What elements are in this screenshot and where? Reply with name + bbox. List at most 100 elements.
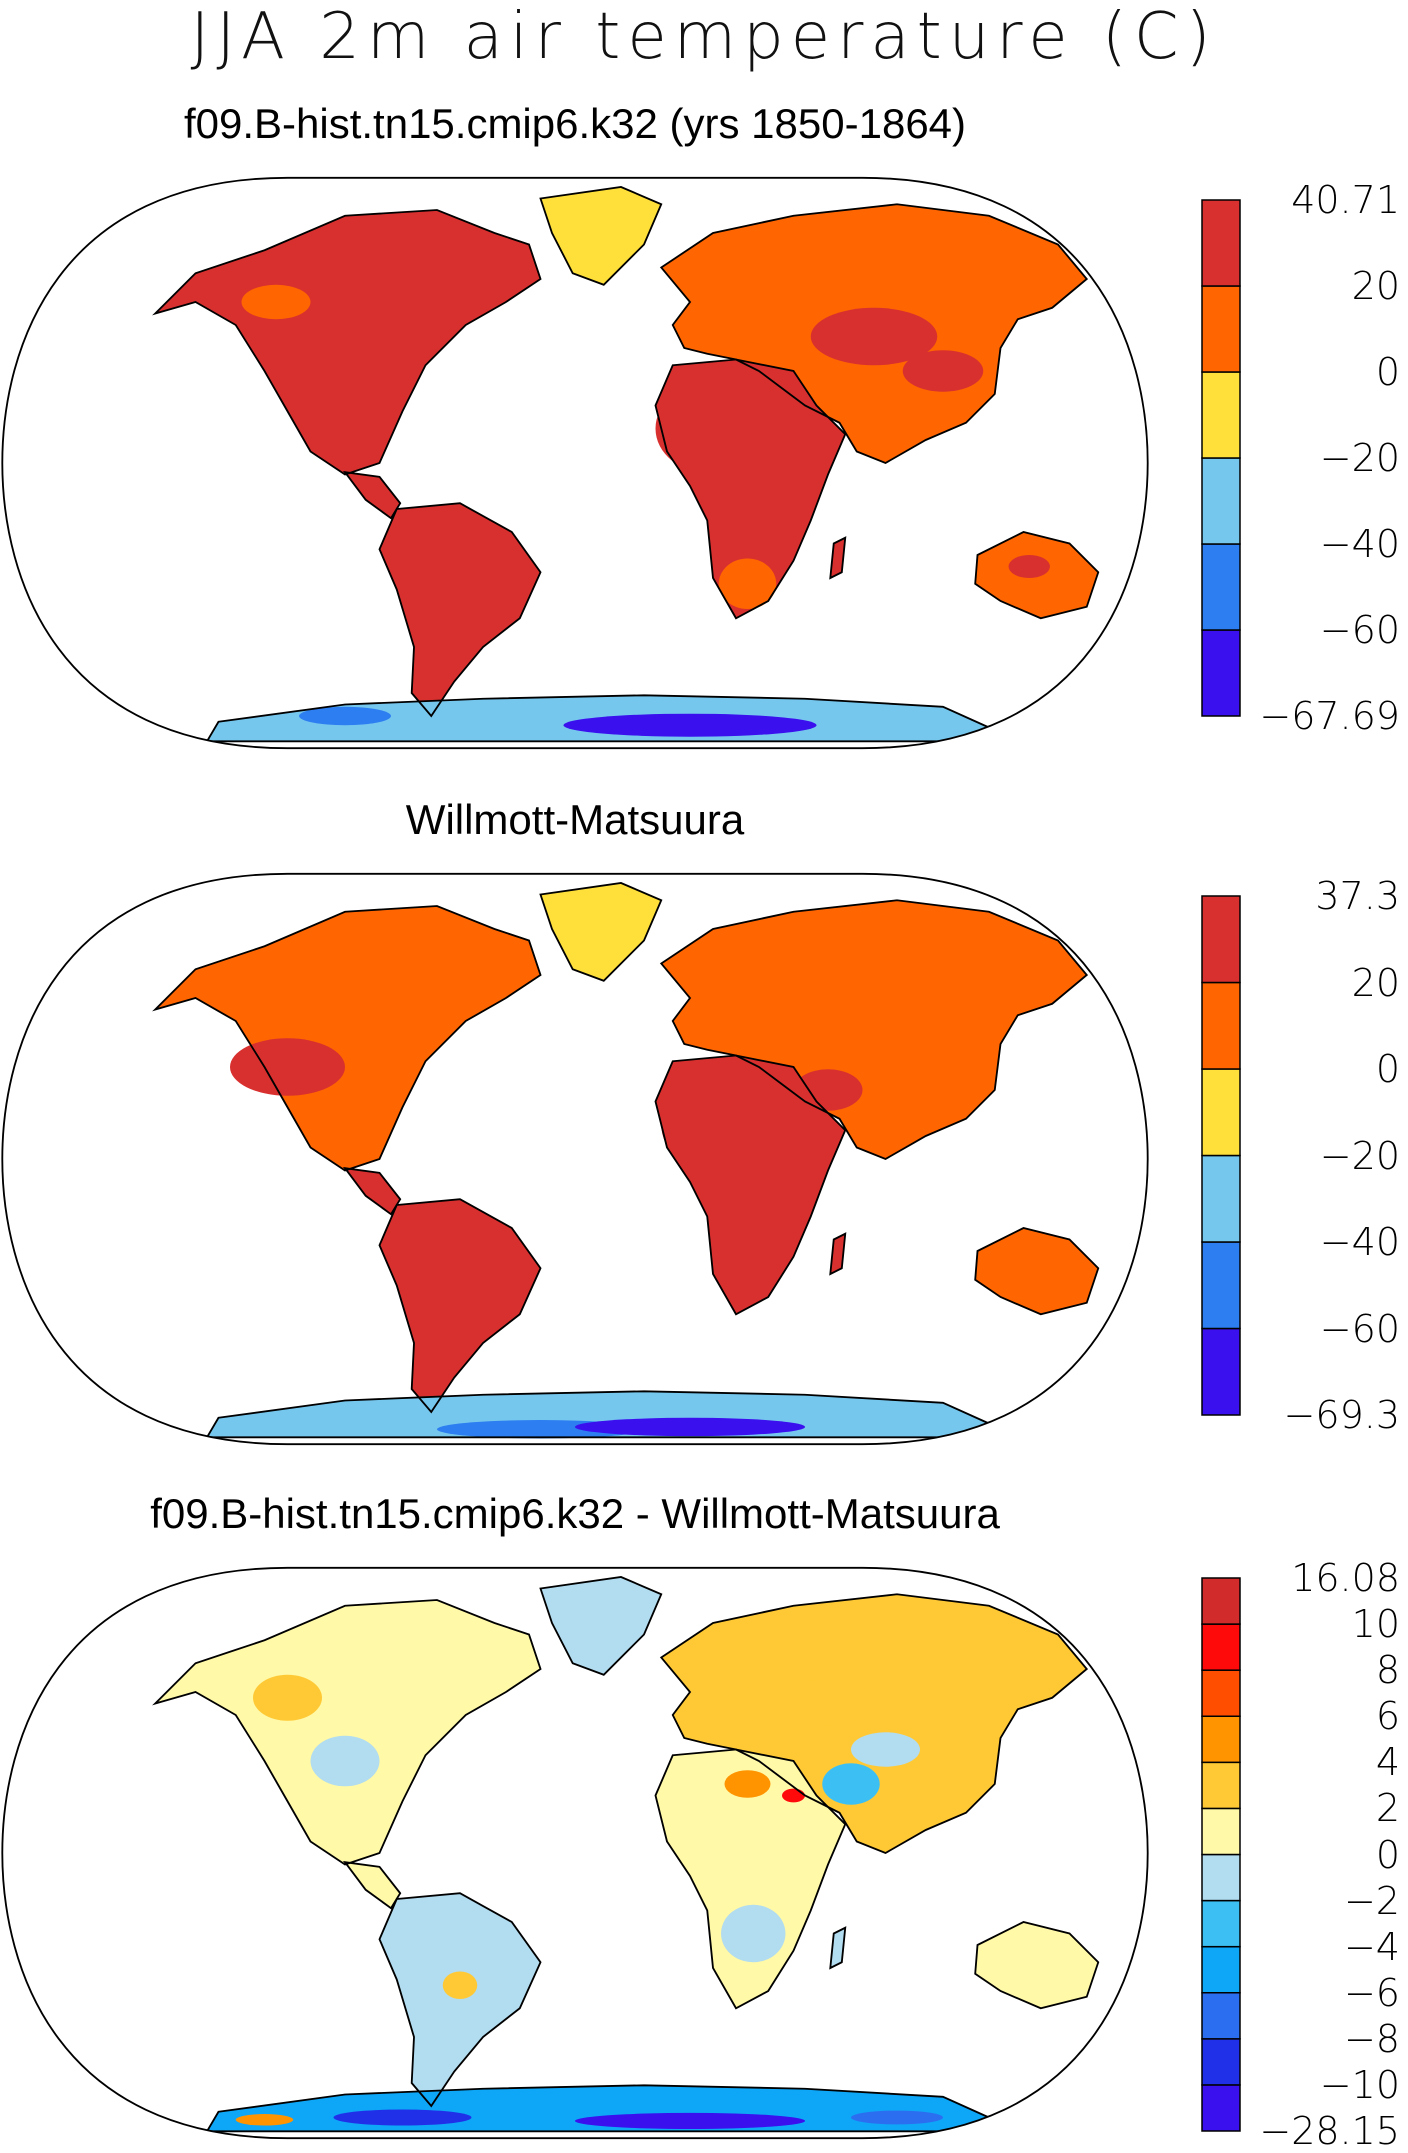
colorbar-label: 16.08	[1291, 1556, 1400, 1600]
colorbar-swatch	[1201, 543, 1241, 631]
colorbar-label: −28.15	[1259, 2109, 1400, 2153]
field-patch	[442, 1971, 478, 2000]
field-patch	[439, 1916, 504, 1974]
colorbar-swatch	[1201, 285, 1241, 373]
colorbar-label: 0	[1375, 350, 1400, 394]
colorbar-swatch	[1201, 2038, 1241, 2086]
field-patch	[724, 1680, 886, 1727]
colorbar-label: 8	[1375, 1648, 1400, 1693]
coastline-southAmerica	[378, 1892, 542, 2108]
field-patch	[661, 1078, 765, 1171]
colorbar-label: 40.71	[1291, 178, 1400, 222]
field-patch	[851, 2110, 943, 2125]
colorbar-swatch	[1201, 895, 1241, 984]
colorbar-swatch	[1201, 1577, 1241, 1625]
field-patch	[333, 2109, 472, 2126]
field-patch	[730, 1205, 788, 1274]
colorbar-label: 20	[1351, 960, 1400, 1005]
colorbar-swatch	[1201, 629, 1241, 717]
land-europeAsia	[661, 1594, 1087, 1853]
land-centralAmerica	[345, 472, 401, 519]
colorbar-label: 0	[1375, 1832, 1400, 1877]
colorbar-swatch	[1201, 1853, 1241, 1902]
colorbar-swatch	[1201, 1992, 1241, 2040]
land-northAmerica	[155, 1600, 541, 1865]
field-patch	[678, 1821, 748, 1873]
field-patch	[563, 713, 817, 737]
field-patch	[994, 1950, 1076, 1997]
map-border	[1, 176, 1149, 750]
field-patch	[721, 1904, 786, 1963]
coastline-madagascar	[829, 536, 847, 580]
field-patch	[230, 1038, 345, 1096]
coastline-northAmerica	[152, 905, 542, 1172]
colorbar-label: −10	[1319, 2062, 1400, 2107]
colorbar-label: −40	[1319, 1220, 1400, 1264]
colorbar-swatch	[1201, 1715, 1241, 1764]
land-southAmerica	[379, 1199, 541, 1412]
map-obs	[1, 872, 1149, 1446]
coastline-africa	[654, 1748, 847, 2010]
field-patch	[655, 382, 771, 475]
land-australia	[975, 1228, 1099, 1315]
panel-title-obs: Willmott-Matsuura	[405, 796, 745, 843]
colorbar-obs	[1201, 895, 1241, 1416]
panel-title-model: f09.B-hist.tn15.cmip6.k32 (yrs 1850-1864…	[183, 100, 967, 147]
colorbar-swatch	[1201, 1241, 1241, 1330]
coastline-greenland	[539, 882, 663, 982]
colorbar-label: −60	[1319, 608, 1400, 652]
coastline-europeAsia	[659, 899, 1089, 1161]
colorbar-swatch	[1201, 1945, 1241, 1994]
colorbar-model	[1201, 199, 1241, 717]
coastline-australia	[974, 1921, 1100, 2010]
field-patch	[851, 1732, 920, 1767]
colorbar-label: −20	[1319, 1133, 1400, 1178]
field-patch	[419, 514, 501, 596]
figure-title: JJA 2m air temperature (C)	[190, 0, 1218, 74]
colorbar-label: −67.69	[1259, 694, 1400, 738]
land-europeAsia	[661, 900, 1087, 1159]
field-patch	[423, 1214, 497, 1288]
colorbar-label: 4	[1375, 1740, 1400, 1785]
colorbar-label: −69.3	[1283, 1393, 1400, 1437]
field-patch	[1008, 555, 1050, 578]
colorbar-swatch	[1201, 1623, 1241, 1671]
field-patch	[241, 284, 311, 320]
land-greenland	[540, 187, 662, 285]
land-centralAmerica	[345, 1862, 401, 1909]
colorbar-label: 2	[1375, 1786, 1400, 1831]
field-patch	[822, 1763, 880, 1805]
coastline-greenland	[539, 186, 663, 286]
field-patch	[718, 558, 777, 610]
coastline-greenland	[539, 1576, 663, 1676]
land-centralAmerica	[345, 1168, 401, 1215]
colorbar-swatch	[1201, 981, 1241, 1070]
map-border	[1, 1566, 1149, 2140]
field-patch	[310, 1735, 380, 1787]
coastline-europeAsia	[659, 203, 1089, 465]
land-africa	[655, 1749, 846, 2009]
field-patch	[575, 1417, 805, 1437]
colorbar-label: −2	[1343, 1878, 1400, 1923]
land-southAmerica	[379, 503, 541, 716]
field-patch	[575, 2112, 805, 2129]
colorbar-label: −6	[1343, 1970, 1400, 2015]
colorbar-swatch	[1201, 1327, 1241, 1416]
colorbar-label: −60	[1319, 1306, 1400, 1351]
field-patch	[724, 1770, 771, 1798]
colorbar-swatch	[1201, 371, 1241, 459]
coastline-antarctica	[205, 694, 992, 743]
map-border	[1, 872, 1149, 1446]
coastline-australia	[974, 1227, 1100, 1316]
panel-title-diff: f09.B-hist.tn15.cmip6.k32 - Willmott-Mat…	[150, 1490, 1000, 1537]
coastline-africa	[654, 358, 847, 620]
coastline-madagascar	[829, 1232, 847, 1276]
colorbar-label: −40	[1319, 522, 1400, 566]
coastline-europeAsia	[659, 1593, 1089, 1855]
coastline-antarctica	[205, 2084, 992, 2133]
field-patch	[253, 1674, 322, 1721]
field-patch	[810, 307, 938, 366]
coastline-southAmerica	[378, 1198, 542, 1414]
colorbar-swatch	[1201, 1669, 1241, 1717]
colorbar-label: 10	[1351, 1602, 1400, 1647]
